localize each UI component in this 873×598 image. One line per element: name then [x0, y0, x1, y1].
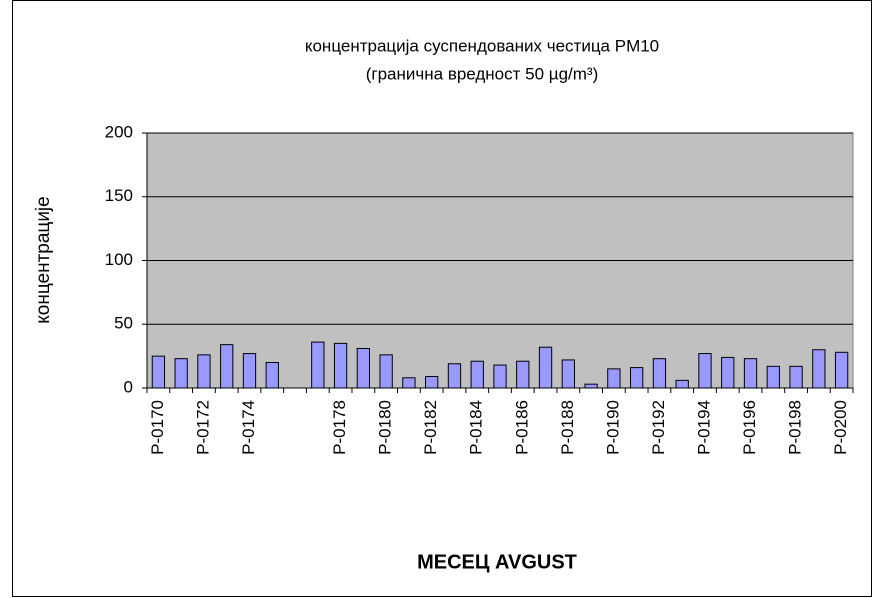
- bar: [333, 342, 348, 389]
- bar: [629, 367, 644, 389]
- bar: [402, 377, 416, 389]
- bar: [425, 376, 439, 389]
- y-axis-label: концентрације: [33, 196, 54, 323]
- bar: [675, 379, 689, 389]
- bar: [356, 347, 371, 389]
- bar: [721, 356, 735, 389]
- bar: [698, 353, 712, 389]
- bar: [766, 365, 780, 389]
- bar: [174, 358, 188, 389]
- y-tick-label: 0: [124, 377, 133, 396]
- bar: [538, 346, 553, 389]
- bar: [561, 359, 575, 389]
- x-axis-label: МЕСЕЦ AVGUST: [417, 551, 577, 573]
- y-tick-label: 100: [105, 250, 133, 269]
- bar: [834, 351, 849, 389]
- chart-title: концентрација суспендованих честица PM10: [305, 36, 659, 55]
- x-tick-label: P-0178: [330, 400, 349, 455]
- x-tick-label: P-0174: [239, 400, 258, 455]
- bar: [516, 360, 530, 389]
- y-tick-label: 150: [105, 186, 133, 205]
- bar: [197, 354, 211, 389]
- x-tick-label: P-0200: [831, 400, 850, 455]
- bar: [265, 362, 279, 389]
- x-tick-label: P-0170: [148, 400, 167, 455]
- bar: [607, 368, 621, 389]
- x-tick-label: P-0182: [421, 400, 440, 455]
- chart-subtitle: (гранична вредност 50 µg/m³): [366, 64, 599, 83]
- x-tick-label: P-0194: [694, 400, 713, 455]
- x-tick-label: P-0198: [786, 400, 805, 455]
- bar: [789, 365, 803, 389]
- y-tick-label: 50: [114, 314, 133, 333]
- bar: [743, 358, 758, 389]
- bar: [242, 353, 257, 389]
- x-tick-label: P-0188: [558, 400, 577, 455]
- bar: [379, 354, 393, 389]
- bar: [151, 355, 166, 389]
- bar: [220, 344, 234, 389]
- bar: [447, 363, 462, 389]
- y-tick-label: 200: [105, 122, 133, 141]
- bar: [493, 364, 507, 389]
- bar: [470, 360, 484, 389]
- x-tick-label: P-0190: [603, 400, 622, 455]
- x-tick-label: P-0192: [649, 400, 668, 455]
- x-tick-label: P-0186: [512, 400, 531, 455]
- bar: [812, 349, 826, 389]
- bar: [311, 341, 325, 389]
- bar: [584, 383, 598, 389]
- x-tick-label: P-0184: [467, 400, 486, 455]
- x-tick-label: P-0180: [376, 400, 395, 455]
- x-tick-label: P-0172: [193, 400, 212, 455]
- x-tick-label: P-0196: [740, 400, 759, 455]
- bar: [652, 358, 667, 389]
